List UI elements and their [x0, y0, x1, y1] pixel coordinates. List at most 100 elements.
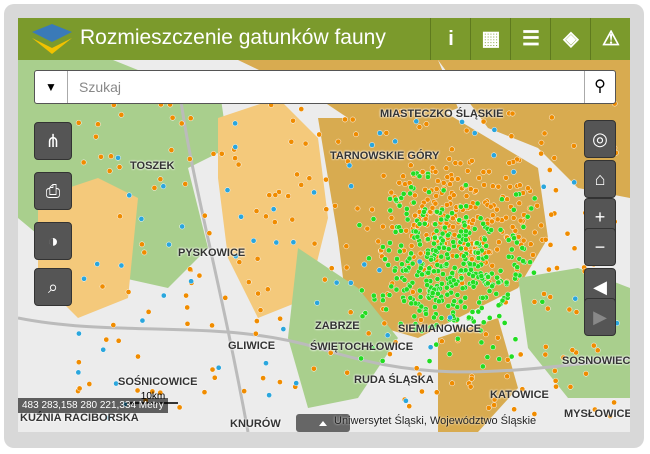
observation-point[interactable]	[241, 388, 247, 394]
observation-point[interactable]	[388, 283, 395, 290]
observation-point[interactable]	[496, 356, 503, 362]
observation-point[interactable]	[271, 219, 278, 225]
observation-point[interactable]	[569, 347, 576, 353]
observation-point[interactable]	[489, 262, 496, 269]
observation-point[interactable]	[416, 124, 423, 130]
observation-point[interactable]	[431, 268, 437, 275]
observation-point[interactable]	[504, 291, 511, 298]
observation-point[interactable]	[407, 162, 414, 169]
observation-point[interactable]	[438, 315, 445, 321]
observation-point[interactable]	[512, 336, 519, 343]
observation-point[interactable]	[514, 264, 521, 271]
observation-point[interactable]	[238, 213, 244, 220]
observation-point[interactable]	[457, 160, 464, 167]
observation-point[interactable]	[106, 168, 113, 174]
observation-point[interactable]	[250, 237, 257, 244]
observation-point[interactable]	[392, 138, 399, 145]
observation-point[interactable]	[548, 211, 555, 218]
observation-point[interactable]	[334, 152, 341, 158]
observation-point[interactable]	[507, 183, 513, 190]
observation-point[interactable]	[552, 377, 559, 384]
observation-point[interactable]	[463, 228, 469, 234]
observation-point[interactable]	[428, 256, 434, 263]
observation-point[interactable]	[166, 241, 172, 248]
observation-point[interactable]	[178, 120, 185, 127]
observation-point[interactable]	[402, 267, 409, 274]
observation-point[interactable]	[201, 389, 208, 396]
observation-point[interactable]	[424, 196, 431, 203]
observation-point[interactable]	[416, 221, 423, 227]
observation-point[interactable]	[494, 246, 501, 253]
observation-point[interactable]	[409, 260, 416, 267]
observation-point[interactable]	[432, 168, 439, 175]
observation-point[interactable]	[76, 330, 82, 337]
observation-point[interactable]	[392, 196, 399, 203]
observation-point[interactable]	[103, 336, 110, 343]
observation-point[interactable]	[417, 241, 423, 248]
layers-button[interactable]: ◈	[550, 18, 591, 60]
observation-point[interactable]	[421, 208, 427, 215]
observation-point[interactable]	[411, 313, 418, 320]
observation-point[interactable]	[423, 121, 430, 127]
observation-point[interactable]	[468, 375, 475, 382]
observation-point[interactable]	[475, 308, 482, 315]
observation-point[interactable]	[434, 276, 441, 282]
observation-point[interactable]	[381, 320, 388, 327]
observation-point[interactable]	[519, 386, 526, 393]
observation-point[interactable]	[370, 292, 377, 299]
observation-point[interactable]	[418, 317, 424, 323]
observation-point[interactable]	[459, 285, 466, 292]
observation-point[interactable]	[471, 130, 478, 136]
observation-point[interactable]	[546, 167, 553, 173]
observation-point[interactable]	[356, 222, 363, 228]
observation-point[interactable]	[117, 213, 123, 220]
observation-point[interactable]	[401, 298, 407, 304]
observation-point[interactable]	[438, 338, 445, 345]
observation-point[interactable]	[419, 388, 425, 395]
observation-point[interactable]	[413, 118, 420, 125]
observation-point[interactable]	[215, 364, 222, 371]
observation-point[interactable]	[553, 187, 559, 194]
observation-point[interactable]	[478, 339, 485, 346]
observation-point[interactable]	[86, 381, 93, 387]
observation-point[interactable]	[209, 322, 215, 329]
observation-point[interactable]	[571, 179, 578, 186]
observation-point[interactable]	[224, 187, 231, 193]
observation-point[interactable]	[511, 235, 517, 241]
observation-point[interactable]	[285, 193, 292, 199]
observation-point[interactable]	[447, 314, 453, 321]
observation-point[interactable]	[509, 110, 516, 117]
observation-point[interactable]	[513, 191, 519, 198]
observation-point[interactable]	[388, 215, 395, 221]
observation-point[interactable]	[517, 351, 524, 358]
observation-point[interactable]	[496, 239, 502, 245]
observation-point[interactable]	[293, 380, 300, 386]
observation-point[interactable]	[454, 324, 461, 331]
observation-point[interactable]	[443, 261, 450, 267]
observation-point[interactable]	[564, 230, 571, 237]
observation-point[interactable]	[499, 297, 506, 304]
observation-point[interactable]	[401, 277, 408, 283]
observation-point[interactable]	[385, 247, 392, 254]
observation-point[interactable]	[424, 282, 431, 288]
observation-point[interactable]	[425, 250, 431, 257]
measure-tool[interactable]: ◑	[34, 222, 72, 260]
observation-point[interactable]	[379, 358, 386, 364]
observation-point[interactable]	[462, 236, 469, 243]
observation-point[interactable]	[396, 202, 403, 209]
observation-point[interactable]	[458, 203, 464, 210]
observation-point[interactable]	[539, 298, 546, 305]
observation-point[interactable]	[94, 261, 101, 267]
observation-point[interactable]	[263, 213, 269, 220]
observation-point[interactable]	[520, 258, 526, 264]
observation-point[interactable]	[433, 193, 440, 199]
observation-point[interactable]	[316, 131, 323, 138]
observation-point[interactable]	[445, 246, 452, 252]
observation-point[interactable]	[290, 239, 297, 246]
observation-point[interactable]	[427, 324, 434, 331]
observation-point[interactable]	[432, 304, 438, 310]
observation-point[interactable]	[572, 295, 579, 302]
observation-point[interactable]	[515, 233, 522, 240]
observation-point[interactable]	[510, 215, 517, 221]
observation-point[interactable]	[343, 264, 350, 271]
